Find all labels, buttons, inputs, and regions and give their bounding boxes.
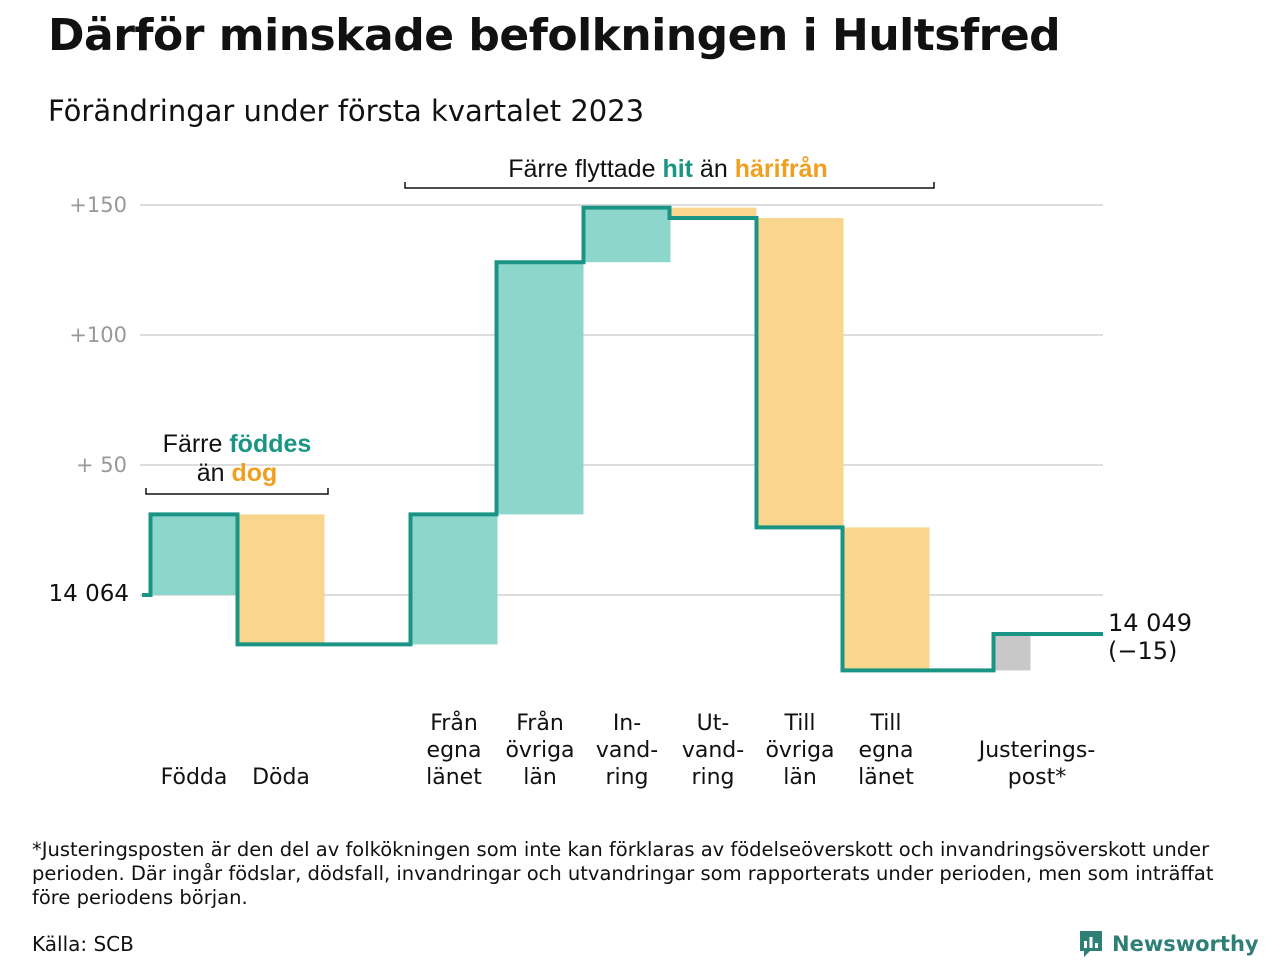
- annotation-births-line2: än dog: [197, 459, 278, 487]
- category-label: ring: [691, 765, 734, 790]
- category-label: egna: [859, 738, 914, 763]
- category-label: län: [523, 765, 557, 790]
- y-tick-label: +150: [69, 193, 127, 217]
- brand-logo[interactable]: Newsworthy: [1078, 928, 1259, 960]
- category-label: Till: [783, 711, 815, 736]
- category-label: Justerings-: [977, 738, 1096, 763]
- waterfall-bar: [150, 514, 238, 595]
- newsworthy-logo-icon: [1080, 931, 1102, 957]
- category-label: Ut-: [697, 711, 730, 736]
- footnote: *Justeringsposten är den del av folkökni…: [32, 838, 1214, 909]
- waterfall-bar: [993, 634, 1031, 671]
- cumulative-step-line: [142, 205, 1103, 673]
- waterfall-bar: [842, 527, 930, 671]
- start-value-label: 14 064: [49, 581, 129, 607]
- end-value-label: 14 049: [1108, 609, 1192, 637]
- category-label: Till: [869, 711, 901, 736]
- end-change-label: (−15): [1108, 637, 1177, 665]
- y-tick-label: +100: [69, 323, 127, 347]
- category-label: Döda: [252, 765, 310, 790]
- annotation-bracket: [145, 488, 329, 495]
- category-label: In-: [613, 711, 641, 736]
- annotation-births-line1: Färre föddes: [163, 430, 312, 458]
- category-label: länet: [858, 765, 914, 790]
- category-label: post*: [1008, 765, 1067, 790]
- annotation-moves-line1: Färre flyttade hit än härifrån: [508, 155, 828, 183]
- waterfall-bar: [237, 514, 325, 645]
- category-label: län: [783, 765, 817, 790]
- category-label: egna: [427, 738, 482, 763]
- category-label: vand-: [596, 738, 658, 763]
- brand-name: Newsworthy: [1112, 932, 1259, 956]
- category-label: övriga: [505, 738, 574, 763]
- waterfall-bar: [756, 218, 844, 528]
- category-label: ring: [605, 765, 648, 790]
- category-label: vand-: [682, 738, 744, 763]
- source-label: Källa: SCB: [32, 932, 134, 956]
- category-label: Födda: [161, 765, 228, 790]
- category-label: länet: [426, 765, 482, 790]
- chart-subtitle: Förändringar under första kvartalet 2023: [48, 94, 645, 128]
- y-tick-label: + 50: [76, 453, 127, 477]
- waterfall-bar: [583, 207, 671, 263]
- category-label: Från: [516, 710, 564, 736]
- category-label: övriga: [765, 738, 834, 763]
- chart-title: Därför minskade befolkningen i Hultsfred: [48, 10, 1061, 61]
- annotation-bracket: [404, 182, 935, 189]
- category-label: Från: [430, 710, 478, 736]
- waterfall-bar: [410, 514, 498, 645]
- waterfall-bar: [669, 207, 757, 218]
- waterfall-bar: [496, 262, 584, 515]
